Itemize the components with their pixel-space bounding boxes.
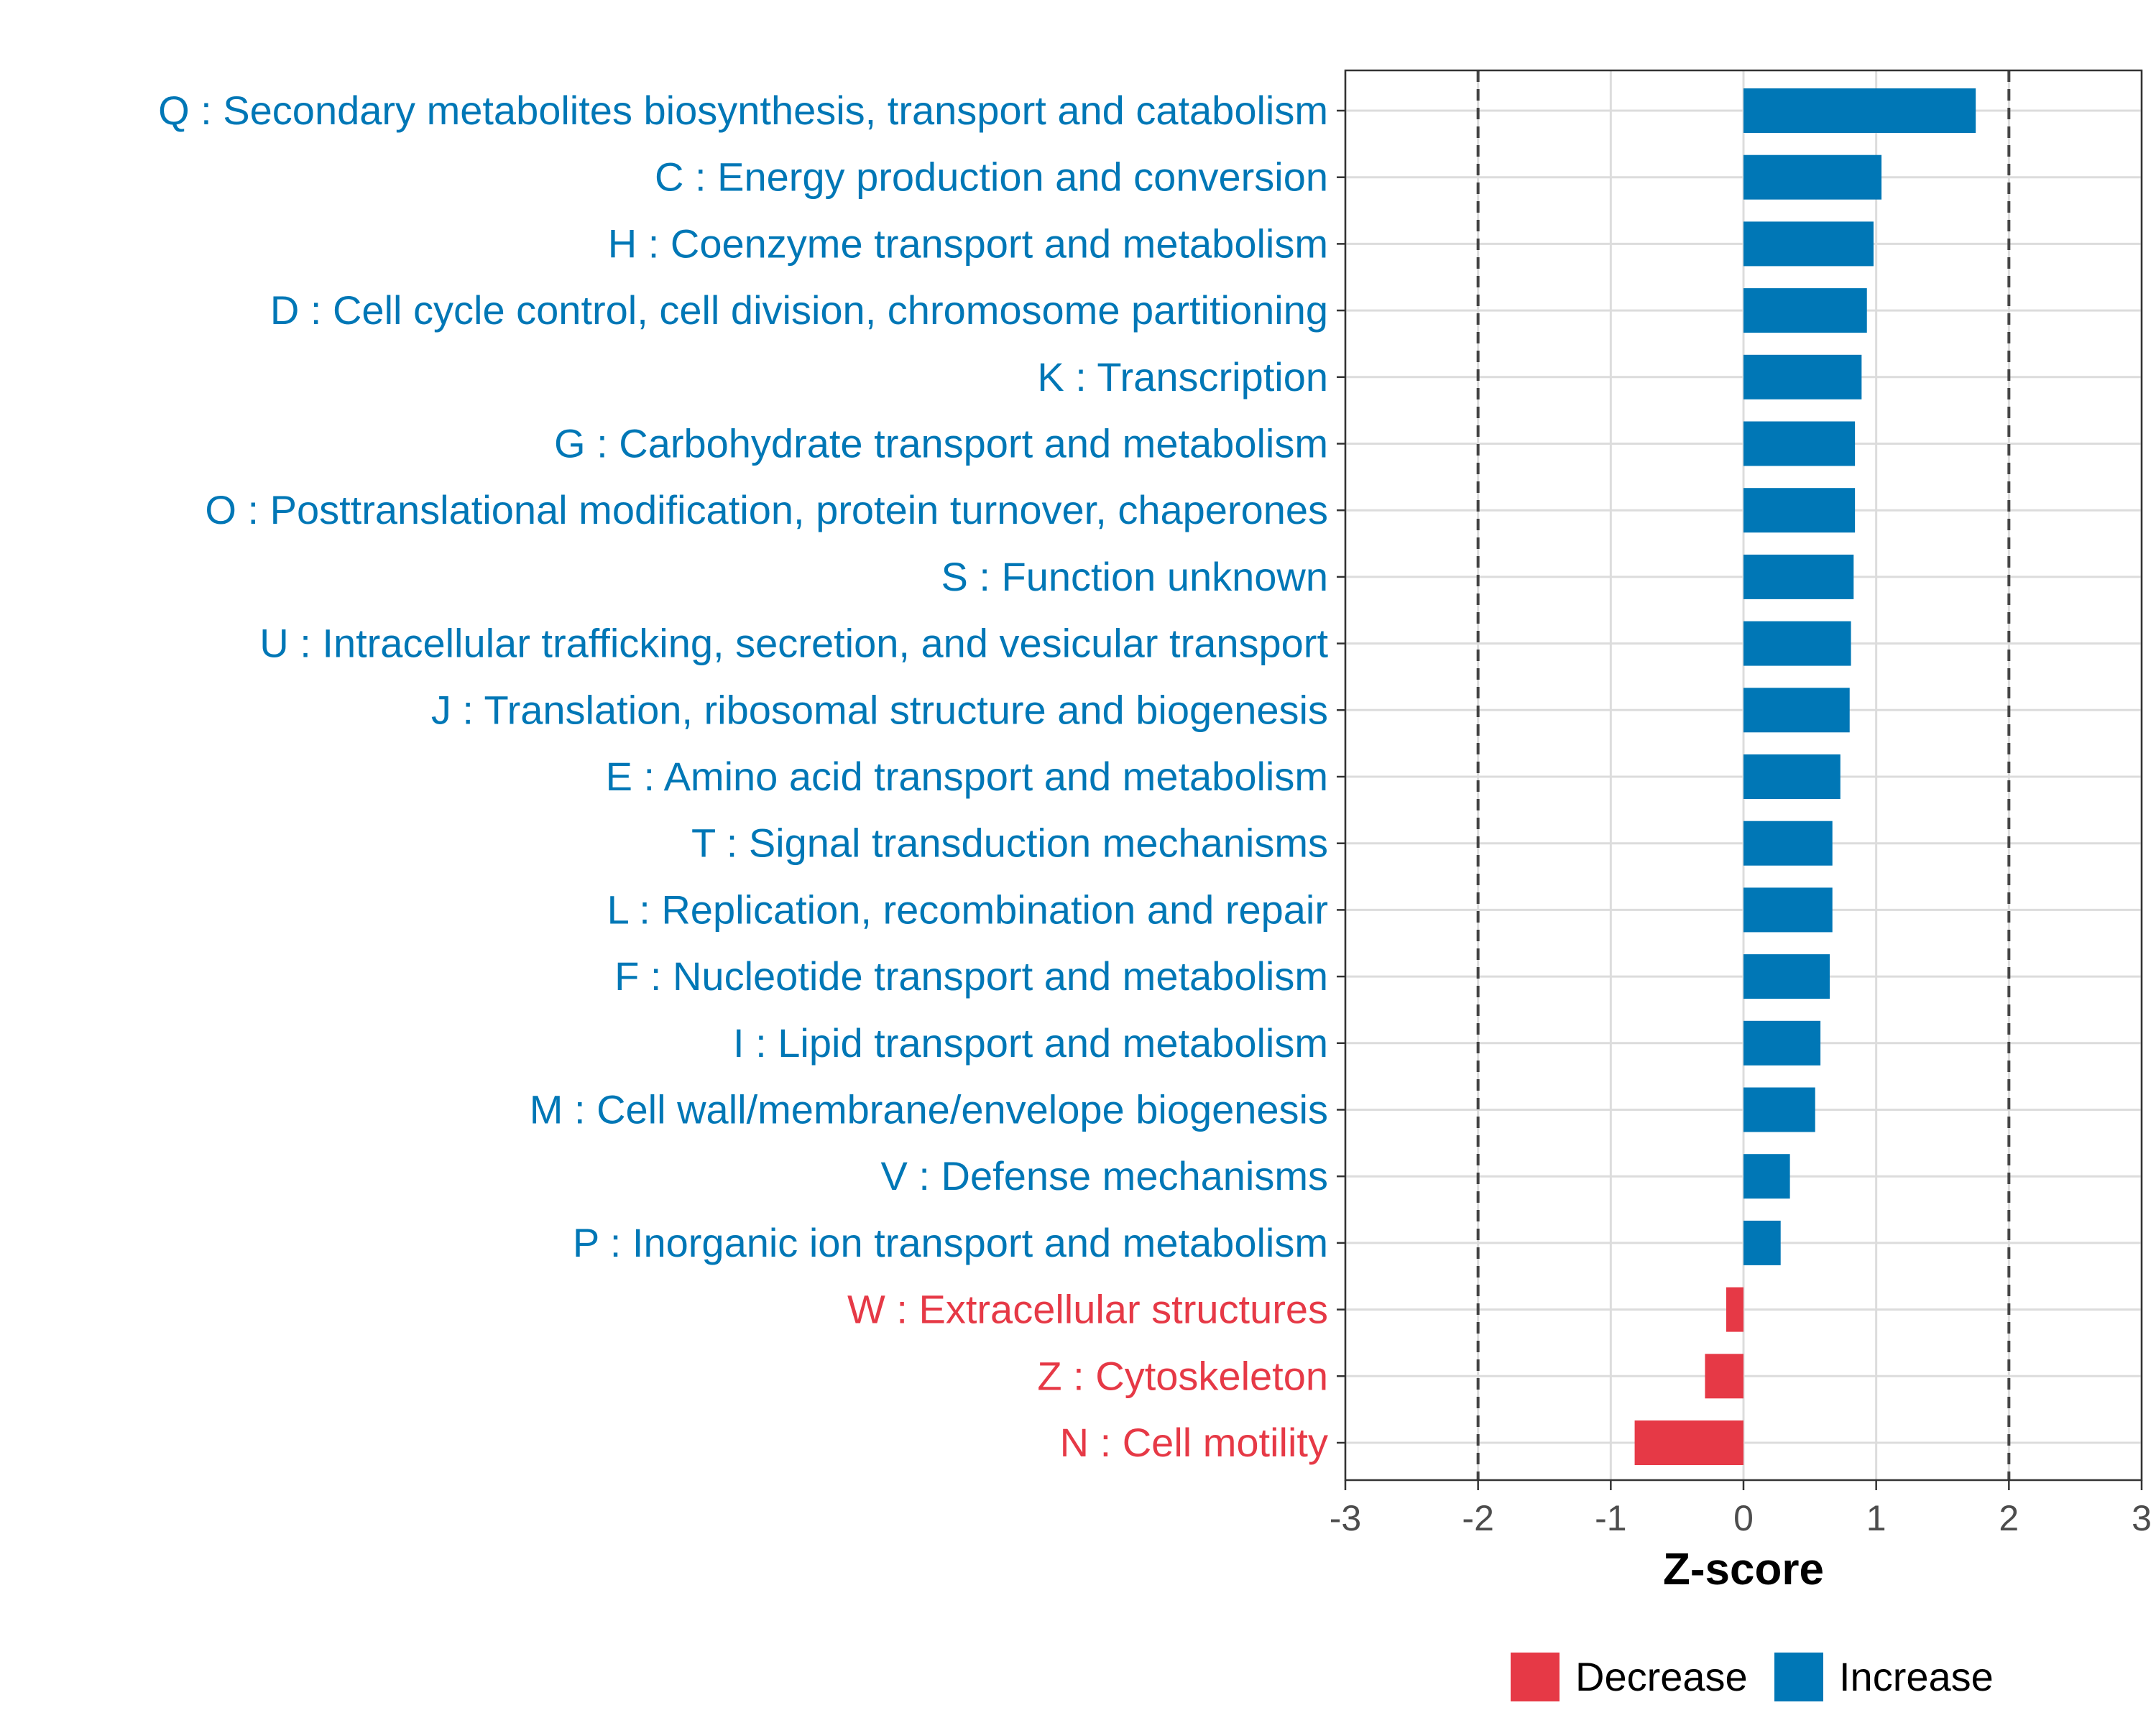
bar <box>1743 688 1850 733</box>
x-axis-title: Z-score <box>1663 1545 1824 1594</box>
y-axis: Q : Secondary metabolites biosynthesis, … <box>158 88 1345 1465</box>
x-tick-label: -1 <box>1595 1498 1626 1538</box>
y-tick-label: U : Intracellular trafficking, secretion… <box>259 621 1328 666</box>
bar <box>1726 1287 1743 1332</box>
bar <box>1743 754 1841 799</box>
x-tick-label: 3 <box>2132 1498 2152 1538</box>
x-tick-label: -2 <box>1462 1498 1493 1538</box>
bar <box>1743 621 1851 666</box>
bar <box>1743 1087 1815 1132</box>
x-tick-label: 1 <box>1866 1498 1886 1538</box>
x-tick-label: 2 <box>1999 1498 2019 1538</box>
bar <box>1743 421 1856 466</box>
y-tick-label: G : Carbohydrate transport and metabolis… <box>554 421 1328 466</box>
y-tick-label: H : Coenzyme transport and metabolism <box>608 221 1328 266</box>
x-axis: -3 -2 -1 0 1 2 3 <box>1330 1480 2152 1538</box>
bar <box>1743 1154 1790 1199</box>
y-tick-label: M : Cell wall/membrane/envelope biogenes… <box>530 1087 1328 1132</box>
x-tick-label: -3 <box>1330 1498 1361 1538</box>
legend-swatch <box>1511 1653 1560 1701</box>
reference-lines <box>1476 70 2011 1480</box>
legend: Decrease Increase <box>1511 1653 1994 1701</box>
bar <box>1743 154 1882 200</box>
bars <box>1634 88 1976 1465</box>
y-tick-label: J : Translation, ribosomal structure and… <box>431 687 1328 732</box>
legend-label: Decrease <box>1575 1654 1748 1699</box>
y-tick-label: E : Amino acid transport and metabolism <box>606 754 1328 799</box>
bar <box>1743 954 1830 999</box>
bar <box>1634 1420 1743 1465</box>
legend-swatch <box>1774 1653 1823 1701</box>
y-tick-label: L : Replication, recombination and repai… <box>607 887 1328 932</box>
y-tick-label: K : Transcription <box>1037 354 1328 399</box>
y-tick-label: W : Extracellular structures <box>847 1287 1328 1332</box>
bar <box>1743 354 1862 399</box>
y-tick-label: F : Nucleotide transport and metabolism <box>614 953 1328 999</box>
bar <box>1743 88 1976 133</box>
y-tick-label: S : Function unknown <box>941 554 1328 599</box>
bar <box>1743 887 1833 933</box>
legend-label: Increase <box>1839 1654 1994 1699</box>
bar <box>1743 1220 1781 1265</box>
y-tick-label: N : Cell motility <box>1060 1420 1328 1465</box>
bar <box>1705 1354 1743 1399</box>
y-tick-label: C : Energy production and conversion <box>655 154 1328 200</box>
y-tick-label: I : Lipid transport and metabolism <box>733 1020 1328 1066</box>
x-tick-label: 0 <box>1733 1498 1754 1538</box>
y-tick-label: V : Defense mechanisms <box>881 1153 1328 1198</box>
y-tick-label: O : Posttranslational modification, prot… <box>205 487 1328 532</box>
y-tick-label: D : Cell cycle control, cell division, c… <box>270 287 1328 333</box>
bar <box>1743 821 1833 866</box>
y-tick-label: P : Inorganic ion transport and metaboli… <box>573 1220 1328 1265</box>
y-tick-label: Z : Cytoskeleton <box>1037 1353 1328 1398</box>
bar <box>1743 488 1856 533</box>
bar <box>1743 221 1874 267</box>
y-tick-label: Q : Secondary metabolites biosynthesis, … <box>158 88 1328 133</box>
bar <box>1743 288 1867 333</box>
bar <box>1743 554 1854 599</box>
y-tick-label: T : Signal transduction mechanisms <box>691 821 1328 866</box>
bar <box>1743 1020 1821 1066</box>
